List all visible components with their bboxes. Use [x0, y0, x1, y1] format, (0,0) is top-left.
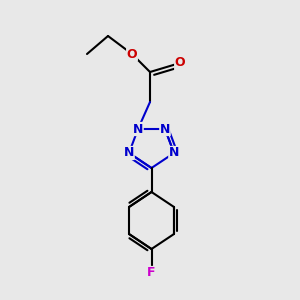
Text: N: N [133, 122, 143, 136]
Text: N: N [160, 122, 170, 136]
Text: F: F [147, 266, 156, 280]
Text: O: O [175, 56, 185, 70]
Text: N: N [124, 146, 134, 160]
Text: N: N [169, 146, 179, 160]
Text: O: O [127, 47, 137, 61]
